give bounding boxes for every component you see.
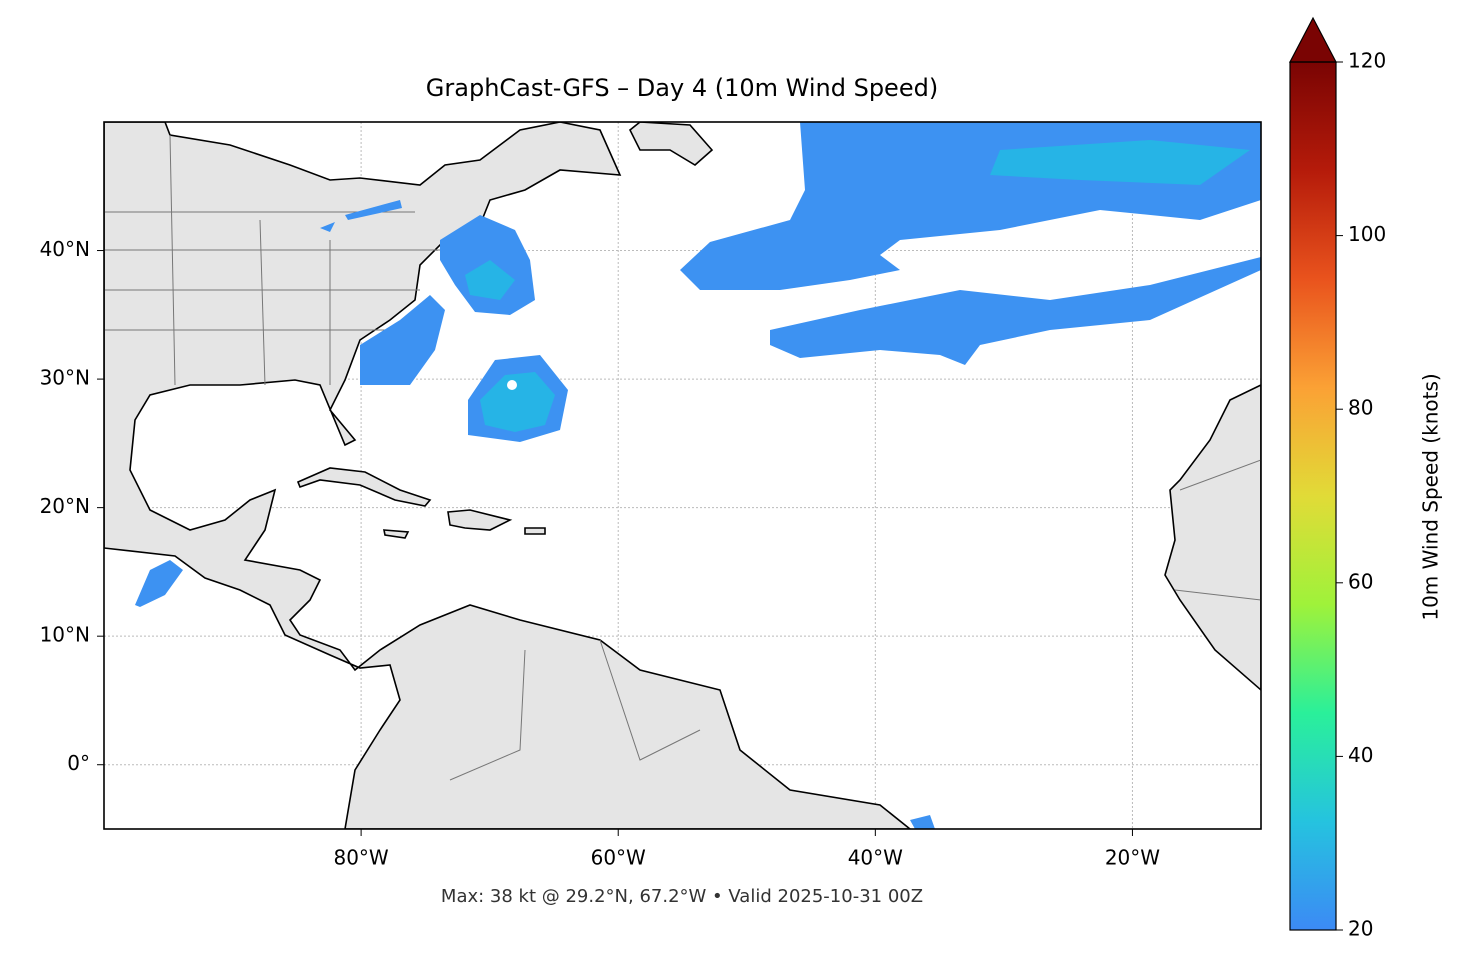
y-tick-label: 0° xyxy=(67,751,90,775)
colorbar-tick-label: 60 xyxy=(1348,569,1373,593)
x-tick-label: 60°W xyxy=(591,846,646,870)
jamaica xyxy=(383,529,410,539)
puerto-rico xyxy=(524,527,546,535)
borders xyxy=(104,134,1261,781)
x-tick-label: 20°W xyxy=(1105,846,1160,870)
americas xyxy=(104,122,912,829)
cuba xyxy=(296,467,432,507)
colorbar-extension xyxy=(1289,16,1337,63)
colorbar-tick-label: 100 xyxy=(1348,222,1386,246)
colorbar-frame xyxy=(1289,61,1337,931)
y-tick-label: 20°N xyxy=(40,494,90,518)
colorbar-tick-label: 120 xyxy=(1348,49,1386,73)
colorbar-tick-label: 40 xyxy=(1348,743,1373,767)
storm-eye xyxy=(507,380,517,390)
y-tick-label: 30°N xyxy=(40,366,90,390)
y-tick-label: 10°N xyxy=(40,623,90,647)
wind-area xyxy=(135,122,1261,829)
footer-note: Max: 38 kt @ 29.2°N, 67.2°W • Valid 2025… xyxy=(441,886,923,907)
map-area xyxy=(104,122,1261,829)
y-tick-label: 40°N xyxy=(40,237,90,261)
colorbar-tick-label: 80 xyxy=(1348,396,1373,420)
x-tick-label: 40°W xyxy=(848,846,903,870)
map-title: GraphCast-GFS – Day 4 (10m Wind Speed) xyxy=(426,74,938,102)
axes: 80°W 60°W 40°W 20°W 0° 10°N 20°N 30°N 40°N xyxy=(40,237,1161,869)
colorbar-scale xyxy=(1290,62,1336,930)
colorbar: 20 40 60 80 100 120 xyxy=(1289,16,1386,941)
wind-core xyxy=(465,140,1250,432)
x-tick-label: 80°W xyxy=(333,846,388,870)
colorbar-tick-label: 20 xyxy=(1348,917,1373,941)
colorbar-label: 10m Wind Speed (knots) xyxy=(1419,373,1443,620)
africa xyxy=(1164,384,1261,692)
hispaniola xyxy=(447,509,513,531)
map-frame xyxy=(103,121,1262,830)
